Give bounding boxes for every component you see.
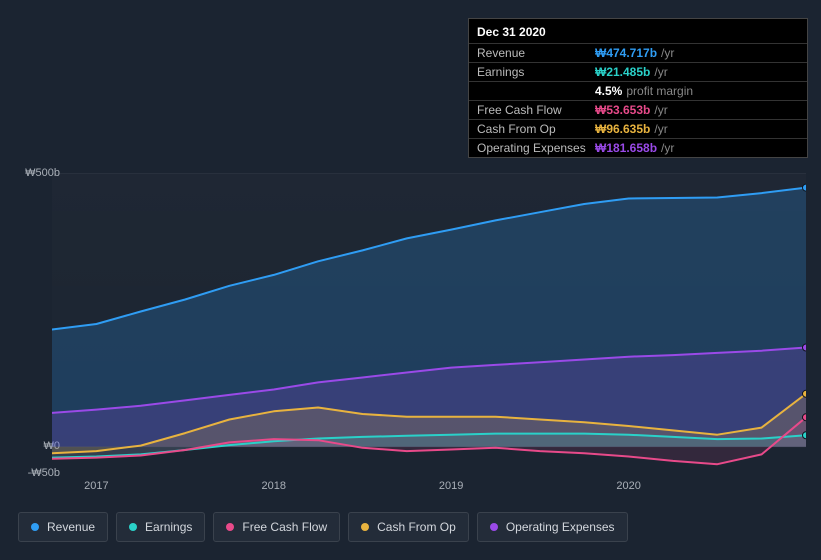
tooltip-profit-margin-value: 4.5%: [595, 84, 622, 98]
tooltip-row: Free Cash Flow₩53.653b/yr: [469, 100, 807, 119]
legend-label: Cash From Op: [377, 520, 456, 534]
series-end-marker: [803, 414, 807, 421]
series-end-marker: [803, 432, 807, 439]
x-tick-label: 2019: [439, 480, 463, 492]
tooltip-value: ₩96.635b: [595, 122, 650, 136]
legend-label: Revenue: [47, 520, 95, 534]
x-tick-label: 2017: [84, 480, 108, 492]
legend-item[interactable]: Cash From Op: [348, 512, 469, 542]
tooltip-unit: /yr: [661, 141, 674, 155]
tooltip-label: Revenue: [477, 46, 595, 60]
x-tick-label: 2018: [262, 480, 286, 492]
tooltip-rows: Revenue₩474.717b/yrEarnings₩21.485b/yr4.…: [469, 43, 807, 157]
tooltip-row: Revenue₩474.717b/yr: [469, 43, 807, 62]
tooltip-row: Cash From Op₩96.635b/yr: [469, 119, 807, 138]
tooltip-row: Operating Expenses₩181.658b/yr: [469, 138, 807, 157]
tooltip-value: ₩53.653b: [595, 103, 650, 117]
legend-swatch-icon: [129, 523, 137, 531]
chart-legend: Revenue Earnings Free Cash Flow Cash From O…: [18, 512, 628, 542]
chart-plot[interactable]: [52, 173, 806, 473]
tooltip-label: Cash From Op: [477, 122, 595, 136]
chart-svg: [52, 174, 806, 474]
legend-label: Free Cash Flow: [242, 520, 327, 534]
tooltip-label: Free Cash Flow: [477, 103, 595, 117]
chart-area: ₩500b₩0-₩50b: [18, 155, 806, 473]
series-end-marker: [803, 344, 807, 351]
legend-label: Operating Expenses: [506, 520, 615, 534]
tooltip-value: ₩181.658b: [595, 141, 657, 155]
legend-item[interactable]: Operating Expenses: [477, 512, 628, 542]
tooltip-value: ₩474.717b: [595, 46, 657, 60]
tooltip-label: [477, 84, 595, 98]
x-tick-label: 2020: [616, 480, 640, 492]
series-end-marker: [803, 390, 807, 397]
tooltip-profit-margin-label: profit margin: [626, 84, 693, 98]
tooltip-label: Operating Expenses: [477, 141, 595, 155]
legend-item[interactable]: Free Cash Flow: [213, 512, 340, 542]
tooltip-row: 4.5% profit margin: [469, 81, 807, 100]
series-end-marker: [803, 184, 807, 191]
tooltip-unit: /yr: [654, 122, 667, 136]
tooltip-unit: /yr: [654, 65, 667, 79]
legend-swatch-icon: [31, 523, 39, 531]
legend-swatch-icon: [490, 523, 498, 531]
legend-item[interactable]: Revenue: [18, 512, 108, 542]
chart-tooltip: Dec 31 2020 Revenue₩474.717b/yrEarnings₩…: [468, 18, 808, 158]
legend-label: Earnings: [145, 520, 192, 534]
tooltip-unit: /yr: [661, 46, 674, 60]
tooltip-value: ₩21.485b: [595, 65, 650, 79]
legend-item[interactable]: Earnings: [116, 512, 205, 542]
tooltip-unit: /yr: [654, 103, 667, 117]
tooltip-row: Earnings₩21.485b/yr: [469, 62, 807, 81]
tooltip-date: Dec 31 2020: [469, 19, 807, 43]
legend-swatch-icon: [226, 523, 234, 531]
tooltip-label: Earnings: [477, 65, 595, 79]
legend-swatch-icon: [361, 523, 369, 531]
